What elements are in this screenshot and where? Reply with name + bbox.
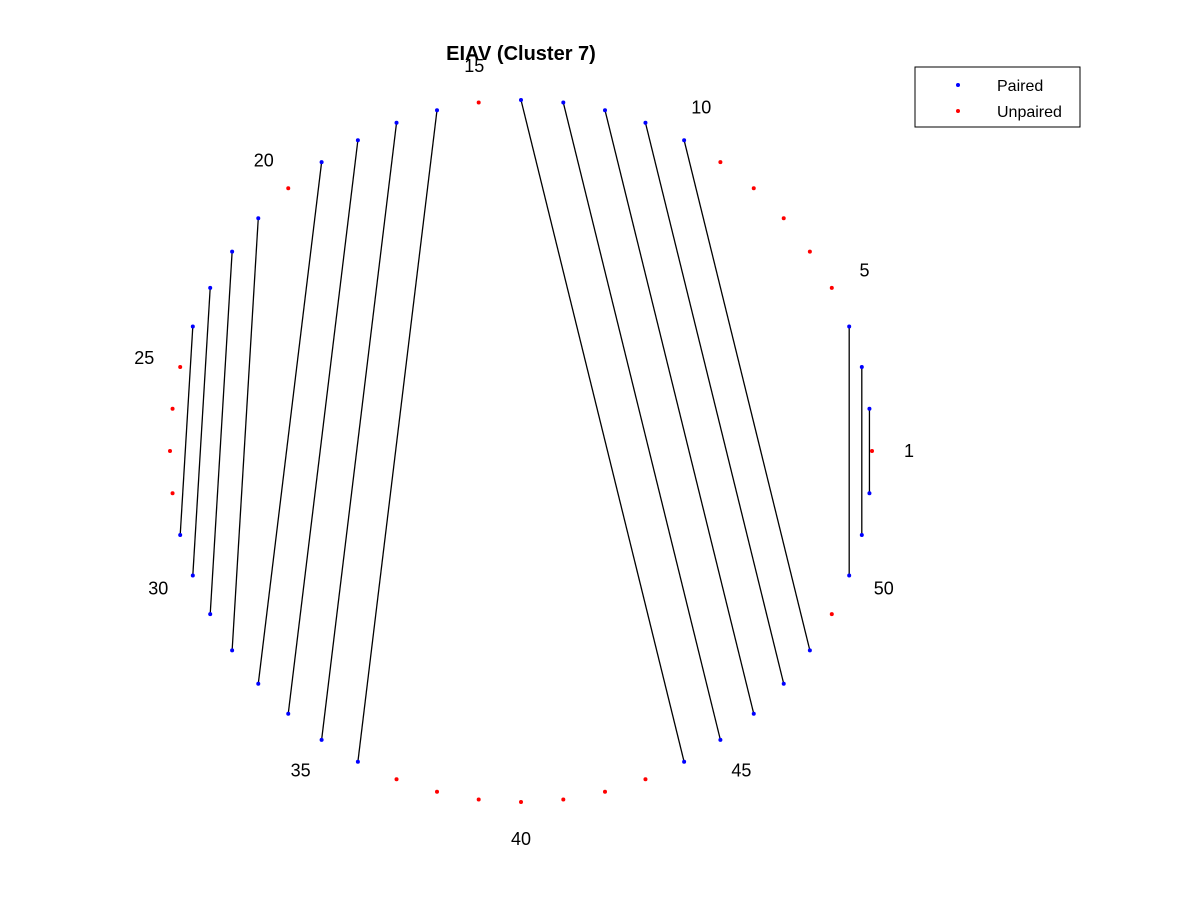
position-point (718, 737, 723, 742)
position-point (781, 216, 786, 221)
position-point (859, 532, 864, 537)
position-point (286, 186, 291, 191)
pair-line (644, 122, 785, 684)
position-point (208, 285, 213, 290)
position-point (286, 711, 291, 716)
position-point (847, 324, 852, 329)
position-point (870, 449, 874, 453)
position-point (208, 612, 213, 617)
pair-line (520, 99, 685, 762)
position-point (435, 789, 440, 794)
position-point (829, 285, 834, 290)
pair-line (257, 162, 323, 684)
pair-line (209, 251, 233, 615)
position-point (807, 249, 812, 254)
position-point (319, 737, 324, 742)
position-point (230, 648, 235, 653)
position-label: 35 (291, 760, 311, 780)
position-label: 25 (134, 348, 154, 368)
pair-line (604, 110, 755, 714)
position-point (867, 491, 872, 496)
pair-lines (179, 99, 871, 762)
position-label: 10 (691, 97, 711, 117)
position-point (859, 365, 864, 370)
position-label: 30 (148, 579, 168, 599)
position-point (718, 160, 723, 165)
pair-line (562, 102, 722, 741)
position-point (256, 681, 261, 686)
pair-line (192, 287, 211, 576)
position-point (829, 612, 834, 617)
position-label: 40 (511, 829, 531, 849)
position-point (319, 160, 324, 165)
position-point (519, 800, 523, 804)
position-point (178, 365, 183, 370)
legend: Paired Unpaired (914, 66, 1081, 128)
pair-line (231, 218, 259, 651)
position-point (476, 797, 481, 802)
position-point (355, 138, 360, 143)
position-points (168, 98, 874, 804)
legend-marker-unpaired (956, 109, 960, 113)
position-point (751, 186, 756, 191)
pair-line (683, 140, 811, 651)
position-point (170, 406, 175, 411)
position-point (643, 777, 648, 782)
position-label: 5 (860, 261, 870, 281)
position-point (190, 324, 195, 329)
position-point (602, 789, 607, 794)
position-point (602, 108, 607, 113)
position-point (519, 98, 523, 102)
position-point (561, 797, 566, 802)
position-point (394, 777, 399, 782)
position-point (807, 648, 812, 653)
position-label: 45 (731, 760, 751, 780)
position-point (751, 711, 756, 716)
position-point (781, 681, 786, 686)
position-point (435, 108, 440, 113)
pair-line (179, 326, 194, 536)
legend-label-unpaired: Unpaired (997, 104, 1062, 121)
position-point (178, 532, 183, 537)
position-label: 1 (904, 441, 914, 461)
position-point (190, 573, 195, 578)
position-point (561, 100, 566, 105)
pair-line (287, 140, 359, 714)
position-point (170, 491, 175, 496)
pair-line (320, 122, 398, 740)
position-point (168, 449, 172, 453)
position-label: 20 (254, 151, 274, 171)
position-point (682, 138, 687, 143)
legend-box (914, 66, 1081, 128)
legend-label-paired: Paired (997, 78, 1043, 95)
position-point (355, 759, 360, 764)
position-point (476, 100, 481, 105)
legend-marker-paired (956, 83, 960, 87)
pair-line (357, 110, 438, 762)
position-point (394, 120, 399, 125)
position-point (230, 249, 235, 254)
position-point (643, 120, 648, 125)
position-label: 50 (874, 579, 894, 599)
position-point (847, 573, 852, 578)
position-point (867, 406, 872, 411)
position-point (256, 216, 261, 221)
chart-title: EIAV (Cluster 7) (446, 43, 596, 65)
position-label: 15 (464, 56, 484, 76)
position-point (682, 759, 687, 764)
